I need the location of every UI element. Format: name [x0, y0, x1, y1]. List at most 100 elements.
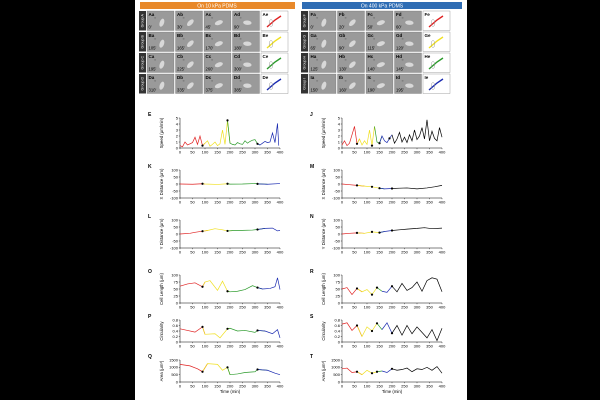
micrograph-label: Aa — [149, 12, 155, 17]
x-tick-label: 400 — [439, 200, 446, 205]
x-tick-label: 100 — [364, 250, 371, 255]
y-tick-label: -50 — [334, 188, 341, 193]
marker-point — [355, 324, 359, 327]
y-tick-label: 100 — [171, 217, 178, 222]
micrograph-label: Ga — [311, 33, 318, 38]
header-right-text: On 400 kPa PDMS — [361, 4, 404, 10]
series-line-black — [391, 366, 443, 374]
micrograph-Ac: Ac 45' — [203, 10, 232, 31]
micrograph-label: Ge — [425, 33, 432, 38]
micrograph-Ae: Ae — [260, 10, 289, 31]
x-tick-label: 200 — [389, 305, 396, 310]
chart-P: P 00.20.40.60.8 0 50 100 150 200 250 300 350 400 Ci… — [148, 314, 284, 349]
x-tick-label: 50 — [190, 150, 195, 155]
chart-O: O 0 25 50 75 100 0 50 100 150 200 250 300 350 400 Cell … — [148, 269, 284, 310]
y-tick-label: 100 — [171, 272, 178, 277]
micrograph-label: Cc — [206, 54, 212, 59]
marker-point — [226, 182, 229, 185]
x-tick-label: 100 — [364, 200, 371, 205]
series-line-dblue — [381, 285, 393, 293]
micrograph-label: Bb — [177, 33, 183, 38]
micrograph-Gd: Gd 120' — [394, 31, 422, 52]
y-tick-label: 1000 — [169, 365, 179, 370]
group-label-left-3: Group D — [139, 74, 146, 94]
y-tick-label: 100 — [333, 167, 340, 172]
chart-N: N -100 -50 0 50 100 0 50 100 150 200 250 300 350 400 Y … — [310, 214, 446, 255]
x-tick-label: 300 — [414, 384, 421, 389]
marker-point — [201, 325, 204, 328]
y-tick-label: 0 — [176, 181, 179, 186]
x-tick-label: 150 — [214, 344, 221, 349]
y-axis-label: Y Distance (μm) — [159, 218, 164, 249]
y-axis-label: Y Distance (μm) — [321, 218, 326, 249]
x-tick-label: 300 — [252, 305, 259, 310]
marker-point — [226, 366, 229, 369]
y-tick-label: 1000 — [331, 365, 341, 370]
y-axis-label: Speed (μm/min) — [321, 117, 326, 148]
micrograph-Hd: Hd 145' — [394, 52, 422, 73]
y-tick-label: 75 — [336, 279, 341, 284]
x-tick-label: 250 — [239, 384, 246, 389]
micrograph-label: Ba — [149, 33, 155, 38]
marker-point — [201, 144, 204, 147]
x-tick-label: 200 — [389, 200, 396, 205]
micrograph-time: 50' — [368, 25, 374, 30]
y-tick-label: 0.4 — [334, 328, 340, 333]
x-tick-label: 300 — [414, 150, 421, 155]
x-tick-label: 150 — [214, 384, 221, 389]
micrograph-Cc: Cc 260' — [203, 52, 232, 73]
y-tick-label: 0.2 — [172, 334, 178, 339]
micrograph-Ha: Ha 125' — [308, 52, 337, 73]
y-tick-label: 50 — [336, 224, 341, 229]
y-tick-label: 0.8 — [172, 317, 178, 322]
y-tick-label: 500 — [171, 372, 178, 377]
y-tick-label: 100 — [333, 272, 340, 277]
micrograph-Ie: Ie — [422, 73, 451, 94]
micrograph-Aa: Aa 0' — [146, 10, 175, 31]
x-tick-label: 300 — [414, 200, 421, 205]
micrograph-time: 180' — [234, 46, 242, 51]
group-label-text: Group B — [141, 34, 145, 48]
x-tick-label: 400 — [439, 344, 446, 349]
micrograph-time: 65' — [311, 46, 317, 51]
x-tick-label: 250 — [401, 384, 408, 389]
micrograph-Ib: Ib 160' — [337, 73, 365, 94]
y-tick-label: 0 — [176, 339, 179, 344]
micrograph-label: Ac — [206, 12, 212, 17]
group-label-right-3: Group I — [301, 74, 308, 94]
x-tick-label: 0 — [341, 384, 344, 389]
marker-point — [256, 228, 259, 231]
x-tick-label: 50 — [190, 305, 195, 310]
micrograph-time: 150' — [311, 88, 319, 93]
marker-point — [256, 182, 259, 185]
marker-point — [390, 229, 394, 232]
x-axis-label: Time (min) — [220, 389, 241, 394]
micrograph-label: Fb — [339, 12, 345, 17]
x-tick-label: 350 — [264, 305, 271, 310]
x-tick-label: 200 — [227, 384, 234, 389]
micrograph-time: 125' — [311, 67, 319, 72]
marker-point — [388, 137, 391, 140]
marker-point — [375, 370, 379, 373]
micrograph-label: Bc — [206, 33, 212, 38]
x-axis-label: Time (min) — [382, 389, 403, 394]
x-tick-label: 250 — [401, 344, 408, 349]
micrograph-label: Ic — [368, 75, 372, 80]
chart-S: S 00.20.40.60.8 0 50 100 150 200 250 300 350 400 Ci… — [310, 314, 446, 349]
y-tick-label: 50 — [174, 286, 179, 291]
y-axis-label: X Distance (μm) — [321, 168, 326, 199]
x-tick-label: 50 — [190, 200, 195, 205]
series-line-red — [341, 126, 360, 147]
x-tick-label: 0 — [179, 200, 182, 205]
x-tick-label: 400 — [277, 305, 284, 310]
y-tick-label: 5 — [338, 115, 341, 120]
group-label-left-2: Group C — [139, 53, 146, 73]
series-line-black — [391, 324, 443, 342]
x-tick-label: 350 — [264, 344, 271, 349]
x-tick-label: 50 — [190, 250, 195, 255]
series-line-dblue — [257, 329, 281, 338]
x-tick-label: 400 — [277, 344, 284, 349]
micrograph-Ic: Ic 190' — [365, 73, 394, 94]
